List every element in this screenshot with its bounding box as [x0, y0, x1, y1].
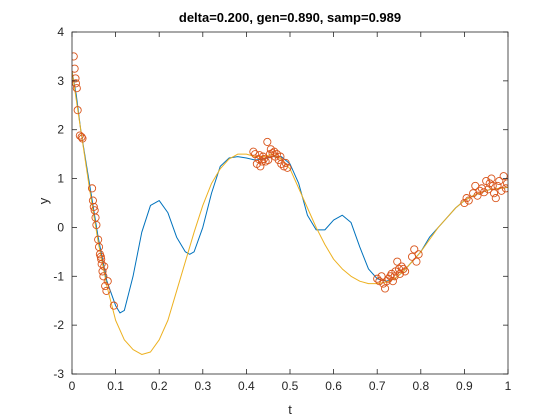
x-tick-label: 0	[69, 379, 76, 393]
x-tick-label: 0.5	[282, 379, 299, 393]
data-point	[412, 257, 421, 266]
data-point	[281, 158, 290, 167]
series-group	[72, 52, 508, 355]
data-point	[72, 64, 79, 73]
y-tick-label: 2	[57, 123, 64, 137]
data-point	[75, 131, 84, 140]
data-point	[377, 272, 386, 281]
y-tick-label: 1	[57, 172, 64, 186]
data-point	[410, 245, 419, 254]
data-point	[479, 188, 489, 197]
data-point	[464, 196, 473, 205]
data-point	[258, 157, 267, 166]
data-point	[249, 147, 258, 156]
data-point	[109, 301, 118, 310]
x-tick-label: 0.6	[325, 379, 342, 393]
plot-background	[72, 32, 508, 374]
data-point	[388, 277, 397, 286]
data-point	[102, 286, 111, 295]
data-point	[72, 74, 80, 83]
x-axis-label: t	[288, 402, 292, 417]
x-tick-label: 1	[505, 379, 512, 393]
x-tick-label: 0.1	[107, 379, 124, 393]
data-point	[475, 186, 484, 195]
data-point	[380, 284, 390, 293]
data-point	[499, 172, 508, 181]
data-point	[73, 106, 82, 115]
data-point	[414, 250, 423, 259]
data-point	[77, 132, 86, 142]
series-line-1	[72, 71, 508, 355]
data-point	[88, 196, 97, 205]
data-point	[256, 162, 265, 171]
data-point	[401, 267, 410, 276]
data-point	[503, 179, 508, 188]
y-axis-label: y	[36, 197, 51, 204]
y-tick-label: 3	[57, 74, 64, 88]
x-axis-ticks: 0 0.1 0.2 0.3 0.4 0.5 0.6 0.7 0.8 0.9 1	[69, 32, 512, 393]
data-point	[495, 176, 504, 186]
x-tick-label: 0.9	[456, 379, 473, 393]
data-point	[462, 194, 471, 203]
data-point	[373, 274, 382, 283]
data-point	[88, 184, 97, 193]
data-point	[101, 282, 110, 291]
y-tick-label: 4	[57, 25, 64, 39]
data-point	[473, 191, 482, 200]
x-tick-label: 0.4	[238, 379, 255, 393]
plot-area	[71, 31, 509, 375]
x-tick-label: 0.3	[194, 379, 211, 393]
data-point	[283, 163, 292, 172]
data-point	[460, 198, 469, 208]
data-point	[489, 189, 499, 198]
data-point	[277, 159, 286, 168]
data-point	[263, 137, 272, 146]
data-point	[393, 257, 402, 266]
data-point	[99, 272, 108, 281]
y-tick-label: 0	[57, 220, 64, 234]
data-point	[264, 155, 273, 165]
x-tick-label: 0.2	[151, 379, 168, 393]
x-tick-label: 0.8	[412, 379, 429, 393]
data-point	[270, 147, 279, 156]
data-point	[78, 134, 87, 143]
y-tick-label: -1	[53, 269, 64, 283]
data-point	[477, 184, 486, 193]
data-point	[97, 255, 106, 264]
data-point	[92, 220, 101, 230]
y-tick-label: -2	[53, 318, 64, 332]
data-point	[259, 154, 268, 164]
data-point	[89, 202, 98, 211]
data-point	[399, 264, 408, 274]
x-tick-label: 0.7	[369, 379, 386, 393]
data-point	[72, 84, 81, 93]
y-axis-ticks: -3 -2 -1 0 1 2 3 4	[53, 25, 508, 381]
data-point	[491, 194, 500, 203]
data-point	[390, 272, 399, 281]
data-point	[501, 184, 508, 193]
data-point	[98, 267, 107, 276]
data-point	[493, 181, 502, 190]
chart-title: delta=0.200, gen=0.890, samp=0.989	[179, 10, 401, 25]
data-point	[72, 52, 78, 61]
y-tick-label: -3	[53, 367, 64, 381]
data-point	[103, 277, 112, 286]
data-point	[497, 186, 506, 195]
data-point	[100, 262, 109, 271]
